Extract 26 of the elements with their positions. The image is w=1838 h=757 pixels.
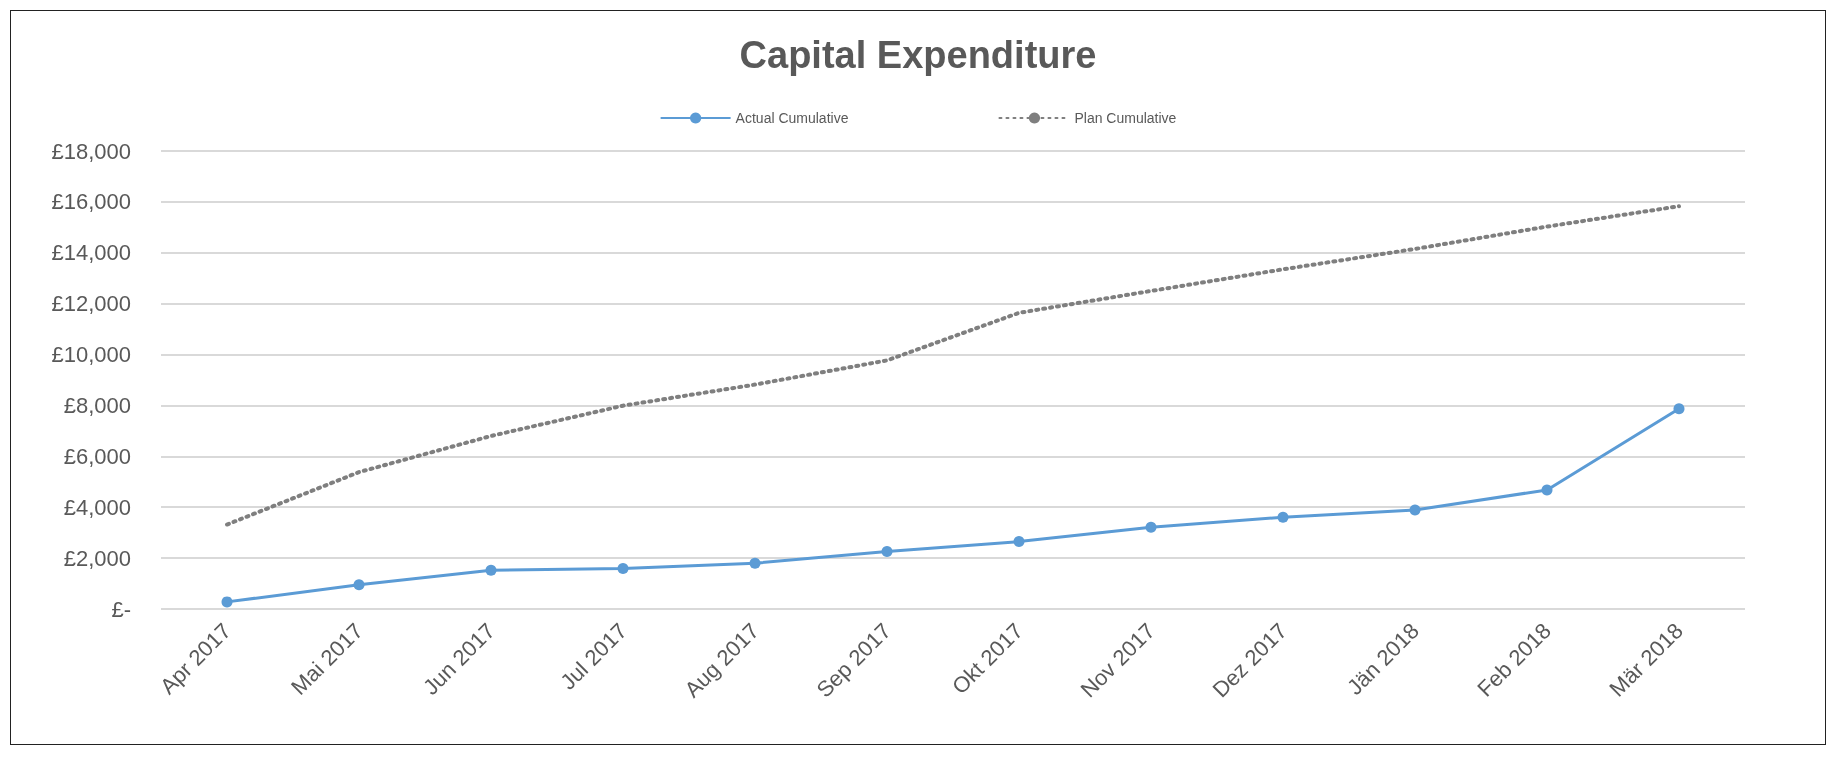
y-tick-label: £2,000: [63, 545, 131, 571]
y-tick-label: £12,000: [51, 291, 131, 317]
line-series: [225, 204, 1681, 527]
y-tick-label: £16,000: [51, 189, 131, 215]
y-tick-label: £6,000: [63, 443, 131, 469]
chart-title: Capital Expenditure: [739, 34, 1097, 76]
y-tick-label: £18,000: [51, 138, 131, 164]
point: [617, 563, 629, 575]
point: [1541, 484, 1553, 496]
point: [1673, 403, 1685, 415]
point: [1409, 504, 1421, 516]
point: [221, 596, 233, 608]
legend-label: Actual Cumulative: [735, 110, 849, 126]
point: [485, 564, 497, 576]
y-tick-label: £10,000: [51, 342, 131, 368]
y-tick-label: £14,000: [51, 240, 131, 266]
point: [1277, 511, 1289, 523]
point: [1145, 521, 1157, 533]
point: [881, 546, 893, 557]
y-tick-label: £4,000: [63, 494, 131, 520]
point: [749, 557, 761, 569]
y-tick-label: £-: [111, 596, 131, 622]
legend-label: Plan Cumulative: [1074, 110, 1177, 126]
point: [353, 579, 365, 591]
point: [1013, 536, 1025, 548]
y-tick-label: £8,000: [63, 392, 131, 418]
